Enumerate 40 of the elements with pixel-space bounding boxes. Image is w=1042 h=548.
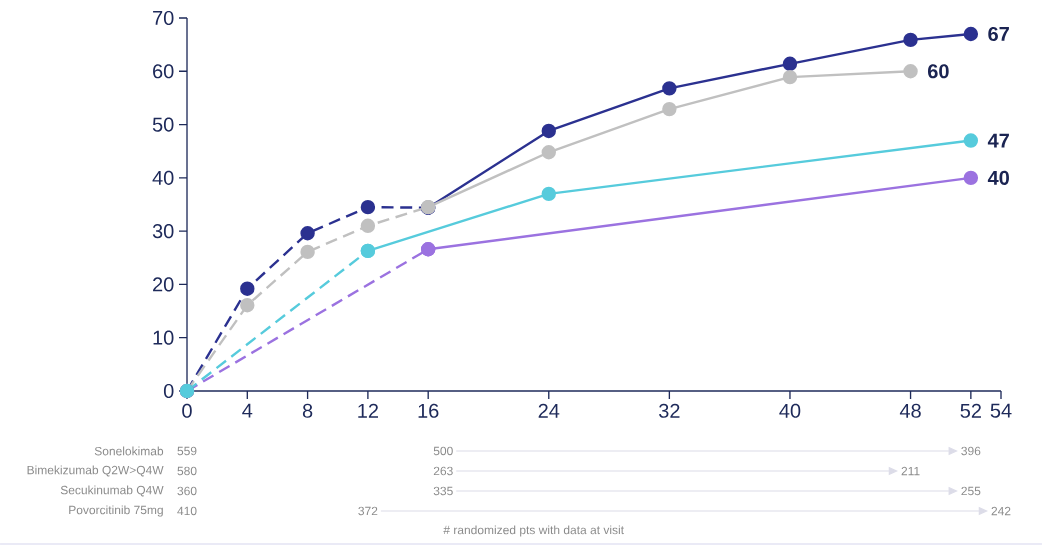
- x-tick-label: 12: [358, 403, 379, 418]
- text: Sonelokimab: [94, 446, 164, 456]
- text: 559: [177, 446, 197, 456]
- y-tick-label: 40: [152, 170, 174, 185]
- x-tick-label: 16: [418, 403, 439, 418]
- text: 360: [177, 486, 197, 496]
- text: 335: [433, 486, 453, 496]
- x-tick-label: 40: [779, 403, 801, 418]
- text: 242: [991, 506, 1011, 516]
- x-tick-label: 32: [659, 403, 680, 418]
- text: 211: [901, 466, 920, 476]
- x-tick-label: 54: [990, 403, 1012, 418]
- x-tick-label: 4: [242, 403, 253, 418]
- x-tick-label: 0: [182, 403, 192, 418]
- x-tick-label: 52: [960, 403, 981, 418]
- text: 500: [433, 446, 453, 456]
- y-tick-label: 10: [153, 330, 174, 345]
- text: Secukinumab Q4W: [60, 485, 164, 497]
- data-label: 60: [928, 64, 949, 79]
- text: 263: [433, 466, 453, 476]
- data-label: 67: [988, 26, 1009, 42]
- x-tick-label: 8: [302, 403, 313, 418]
- text: # randomized pts with data at visit: [443, 525, 624, 537]
- text: Povorcitinib 75mg: [69, 505, 163, 517]
- y-tick-label: 50: [152, 117, 174, 132]
- text: 396: [961, 446, 981, 456]
- y-tick-label: 60: [153, 64, 174, 79]
- text: 580: [177, 466, 197, 476]
- text: 372: [358, 506, 378, 516]
- data-label: 40: [987, 170, 1009, 185]
- text: 410: [177, 506, 197, 516]
- text: Bimekizumab Q2W>Q4W: [27, 465, 164, 477]
- y-tick-label: 70: [153, 10, 174, 26]
- x-tick-label: 48: [899, 403, 921, 418]
- y-tick-label: 30: [152, 224, 174, 239]
- data-label: 47: [987, 133, 1009, 148]
- x-tick-label: 24: [538, 403, 560, 418]
- y-tick-label: 20: [153, 277, 174, 292]
- text: 255: [961, 486, 981, 496]
- y-tick-label: 0: [163, 383, 174, 399]
